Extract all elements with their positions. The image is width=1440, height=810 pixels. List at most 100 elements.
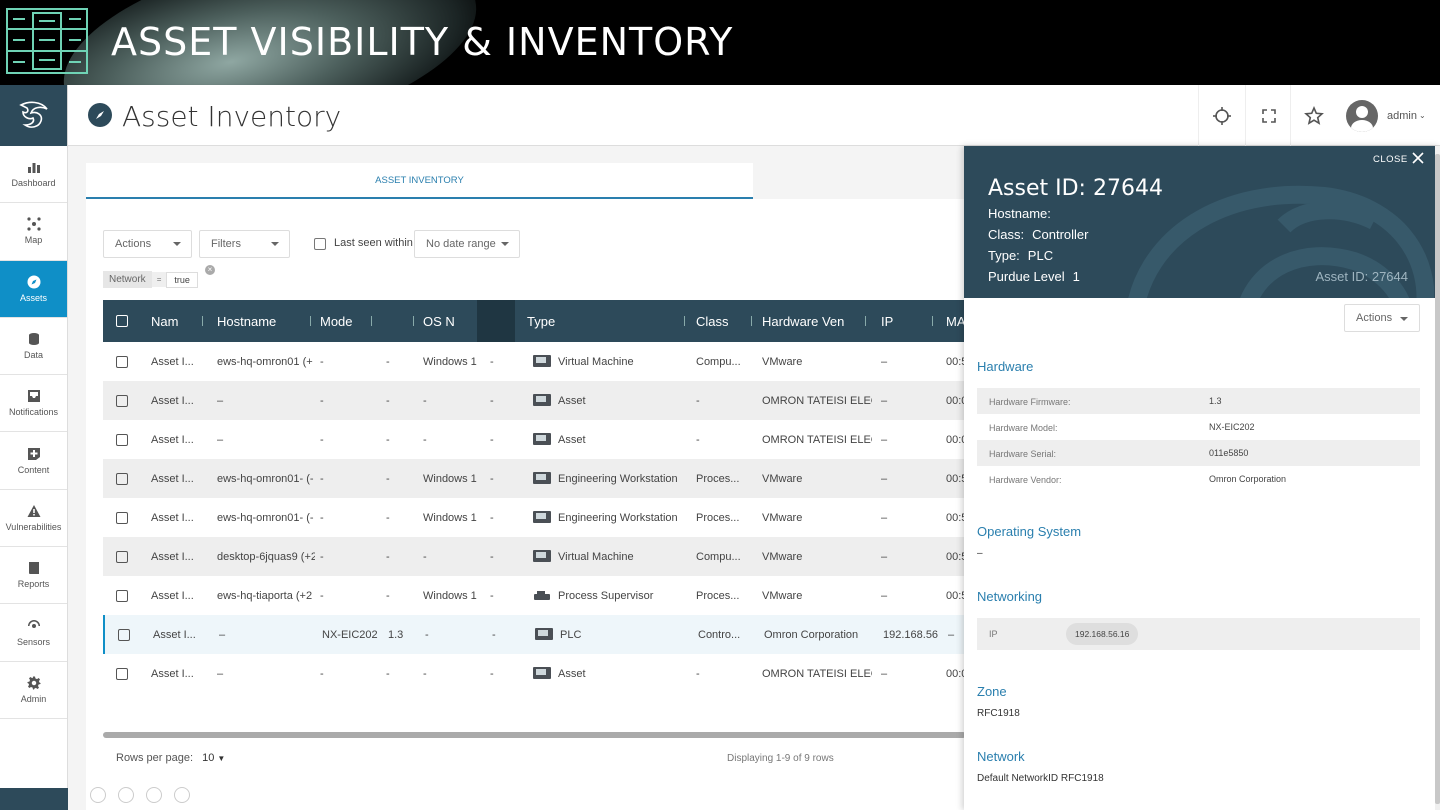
column-header-hostname[interactable]: Hostname — [217, 300, 311, 342]
cell-hostname-text: ews-hq-omron01- (- — [217, 472, 314, 485]
tool-button[interactable] — [118, 787, 134, 803]
nav-content[interactable]: Content — [0, 432, 67, 490]
column-separator[interactable] — [371, 316, 372, 326]
scrollbar-thumb[interactable] — [1435, 154, 1440, 804]
cell-model-text: - — [320, 433, 324, 446]
tool-button[interactable] — [174, 787, 190, 803]
table-row[interactable]: Asset I... – - - - - Asset - OMRON TATEISI ELEC –… — [103, 654, 966, 690]
nav-data[interactable]: Data — [0, 318, 67, 376]
column-header-model[interactable]: Mode — [320, 300, 372, 342]
cell-os-text: - — [425, 628, 429, 641]
filters-dropdown[interactable]: Filters — [199, 230, 290, 258]
hardware-key: Hardware Vendor: — [989, 475, 1062, 485]
column-header-ip[interactable]: IP — [881, 300, 933, 342]
nav-reports[interactable]: Reports — [0, 547, 67, 605]
nav-assets[interactable]: Assets — [0, 260, 67, 318]
panel-scrollbar[interactable] — [1435, 146, 1440, 810]
panel-actions-dropdown[interactable]: Actions — [1344, 304, 1420, 332]
row-checkbox[interactable] — [116, 667, 128, 680]
cell-osv: - — [490, 342, 510, 381]
tool-button[interactable] — [90, 787, 106, 803]
column-header-type[interactable]: Type — [527, 300, 685, 342]
fullscreen-button[interactable] — [1245, 85, 1291, 146]
cell-ip-text: – — [881, 667, 888, 680]
cell-vendor: OMRON TATEISI ELEC — [762, 381, 872, 420]
column-header-firmware[interactable] — [386, 300, 414, 342]
column-header-name[interactable]: Nam — [151, 300, 203, 342]
tab-asset-inventory[interactable]: ASSET INVENTORY — [86, 163, 753, 199]
table-row[interactable]: Asset I... ews-hq-omron01 (+ - - Windows 1(-… — [103, 342, 966, 381]
nav-notifications[interactable]: Notifications — [0, 375, 67, 433]
ip-pill[interactable]: 192.168.56.16 — [1066, 623, 1139, 645]
column-separator[interactable] — [202, 316, 203, 326]
cell-os-text: - — [423, 550, 427, 563]
cell-osv-text: - — [490, 589, 494, 602]
column-separator[interactable] — [932, 316, 933, 326]
nav-sensors[interactable]: Sensors — [0, 604, 67, 662]
column-header-class[interactable]: Class — [696, 300, 752, 342]
sensor-icon — [27, 619, 40, 628]
table-row[interactable]: Asset I... desktop-6jquas9 (+2- - - - Virtual… — [103, 537, 966, 576]
nav-vulnerabilities[interactable]: Vulnerabilities — [0, 490, 67, 548]
locate-button[interactable] — [1198, 85, 1244, 146]
table-row[interactable]: Asset I... ews-hq-omron01- (- - - Windows 1(… — [103, 498, 966, 537]
favorite-button[interactable] — [1290, 85, 1336, 146]
user-menu[interactable]: admin ⌄ — [1346, 85, 1426, 146]
cell-os-text: - — [423, 667, 427, 680]
pagination-summary: Displaying 1-9 of 9 rows — [727, 753, 834, 764]
class-label: Class: — [988, 227, 1025, 242]
table-row[interactable]: Asset I... ews-hq-tiaporta (+2- - Windows 1… — [103, 576, 966, 615]
date-range-dropdown[interactable]: No date range — [414, 230, 520, 258]
column-header-hardware-vendor[interactable]: Hardware Ven — [762, 300, 866, 342]
table-row[interactable]: Asset I... – - - - - Asset - OMRON TATEISI ELEC –… — [103, 420, 966, 459]
nav-notifications-label: Notifications — [8, 407, 59, 418]
tab-inactive[interactable] — [753, 163, 966, 199]
row-checkbox[interactable] — [116, 433, 128, 446]
close-icon[interactable] — [1412, 152, 1424, 164]
actions-dropdown[interactable]: Actions — [103, 230, 192, 258]
nav-admin[interactable]: Admin — [0, 662, 67, 719]
tool-button[interactable] — [146, 787, 162, 803]
select-all-checkbox[interactable] — [116, 315, 128, 327]
column-header-os[interactable]: OS N — [423, 300, 477, 342]
nav-map[interactable]: Map — [0, 203, 67, 261]
row-checkbox[interactable] — [116, 511, 128, 524]
cell-hostname: – — [217, 381, 315, 420]
cell-ip-text: – — [881, 355, 888, 368]
filter-remove-button[interactable]: × — [205, 265, 215, 275]
cell-mac: 00:5 — [946, 498, 966, 537]
close-button[interactable]: CLOSE — [1373, 154, 1408, 165]
rows-per-page-select[interactable]: 10 ▼ — [202, 752, 225, 764]
cell-vendor: VMware — [762, 459, 872, 498]
horizontal-scrollbar[interactable] — [103, 732, 966, 738]
cell-osv-text: - — [490, 511, 494, 524]
column-separator[interactable] — [413, 316, 414, 326]
nav-reports-label: Reports — [17, 579, 50, 590]
filter-chip[interactable]: Network = true — [103, 270, 198, 289]
row-checkbox[interactable] — [118, 628, 130, 641]
workstation-icon — [533, 393, 551, 408]
column-separator[interactable] — [751, 316, 752, 326]
row-checkbox[interactable] — [116, 394, 128, 407]
table-row[interactable]: Asset I... – NX-EIC202 1.3 - - PLC Contro... Omr… — [103, 615, 966, 654]
table-row[interactable]: Asset I... – - - - - Asset - OMRON TATEISI ELEC –… — [103, 381, 966, 420]
column-header-hardware-vendor-label: Hardware Ven — [762, 313, 845, 329]
dragon-logo[interactable] — [0, 85, 67, 146]
column-header-mac[interactable]: MA — [946, 300, 966, 342]
row-checkbox[interactable] — [116, 589, 128, 602]
row-checkbox[interactable] — [116, 355, 128, 368]
nav-dashboard[interactable]: Dashboard — [0, 146, 67, 204]
column-header-os-version[interactable] — [477, 300, 515, 342]
row-checkbox[interactable] — [116, 550, 128, 563]
row-checkbox[interactable] — [116, 472, 128, 485]
table-row[interactable]: Asset I... ews-hq-omron01- (- - - Windows 1(… — [103, 459, 966, 498]
column-separator[interactable] — [310, 316, 311, 326]
cell-ip-text: – — [881, 589, 888, 602]
column-separator[interactable] — [865, 316, 866, 326]
last-seen-checkbox[interactable] — [314, 238, 326, 250]
cell-mac: 00:5 — [946, 342, 966, 381]
column-header-model-label: Mode — [320, 313, 353, 329]
cell-model-text: - — [320, 550, 324, 563]
cell-os: - — [425, 615, 479, 654]
column-separator[interactable] — [684, 316, 685, 326]
